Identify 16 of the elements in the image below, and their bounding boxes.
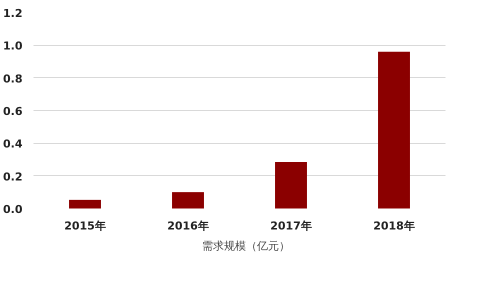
- x-tick-label: 2016年: [167, 220, 209, 232]
- x-tick-label: 2017年: [270, 220, 312, 232]
- x-tick-label: 2015年: [64, 220, 106, 232]
- y-tick-label: 1.2: [3, 7, 23, 20]
- y-tick-label: 0.0: [3, 203, 23, 216]
- bar: [275, 162, 307, 208]
- bar: [69, 200, 101, 208]
- x-tick-label: 2018年: [373, 220, 415, 232]
- y-tick-label: 0.8: [3, 72, 23, 86]
- y-tick-label: 0.4: [3, 138, 23, 151]
- bar: [172, 192, 204, 208]
- bar: [378, 52, 410, 208]
- y-tick-label: 0.2: [3, 170, 23, 184]
- y-tick-label: 1.0: [3, 40, 23, 53]
- y-tick-label: 0.6: [3, 105, 23, 118]
- text: 需求规模（亿元）: [202, 238, 290, 254]
